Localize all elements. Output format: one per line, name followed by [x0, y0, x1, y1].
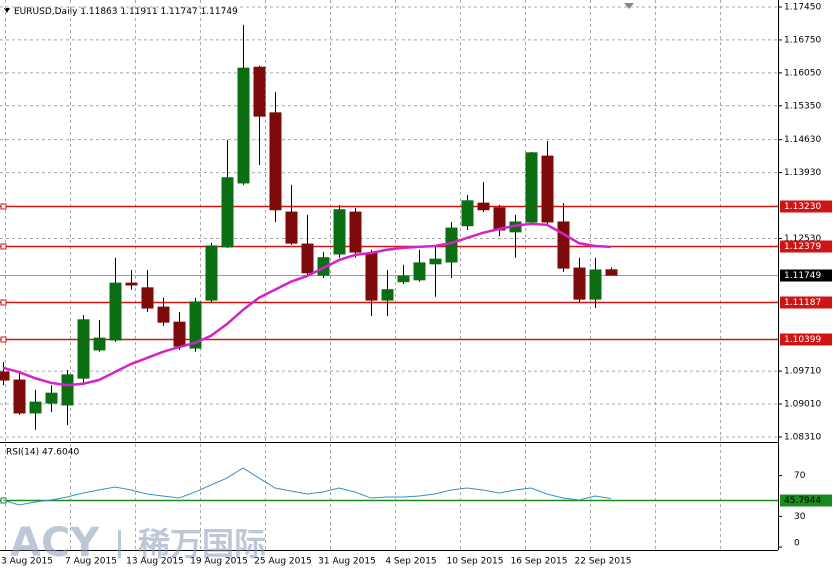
level-handle — [0, 336, 7, 343]
indicator-title: RSI(14) 47.6040 — [6, 448, 79, 458]
candle-body — [589, 269, 602, 300]
y-tick-label: 1.15350 — [784, 101, 821, 111]
y-tick-label: 1.16050 — [784, 68, 821, 78]
level-label-box — [780, 296, 832, 309]
level-handle — [0, 243, 7, 250]
candle-body — [61, 374, 74, 406]
level-label-box — [780, 240, 832, 253]
candle-body — [573, 267, 586, 300]
candle-body — [333, 209, 346, 255]
candle-body — [301, 243, 314, 274]
x-tick-label: 4 Sep 2015 — [385, 557, 436, 567]
candle-body — [493, 207, 506, 231]
y-tick-label: 1.14630 — [784, 135, 821, 145]
y-tick-label: 30 — [794, 512, 806, 522]
candle-body — [29, 401, 42, 414]
candle-body — [461, 200, 474, 227]
x-tick-label: 16 Sep 2015 — [510, 557, 567, 567]
x-tick-label: 3 Aug 2015 — [1, 557, 53, 567]
moving-average — [2, 222, 612, 387]
candle-body — [477, 202, 490, 211]
x-tick-label: 10 Sep 2015 — [446, 557, 503, 567]
candle-body — [189, 301, 202, 349]
watermark-divider — [118, 530, 121, 558]
candle-body — [77, 319, 90, 379]
low: 1.11747 — [160, 7, 197, 17]
candle-body — [445, 227, 458, 263]
level-label-box — [780, 200, 832, 213]
candle-body — [237, 67, 250, 184]
open: 1.11863 — [80, 7, 117, 17]
level-handle — [0, 203, 7, 210]
x-tick-label: 19 Aug 2015 — [190, 557, 248, 567]
candle-body — [157, 306, 170, 323]
current-price-box — [780, 269, 832, 282]
candle-body — [45, 392, 58, 404]
shift-marker — [624, 3, 634, 9]
x-tick-label: 13 Aug 2015 — [126, 557, 184, 567]
candle-body — [173, 321, 186, 347]
chart-header: EURUSD,Daily 1.11863 1.11911 1.11747 1.1… — [14, 7, 238, 17]
candle-body — [397, 275, 410, 283]
candle-body — [0, 371, 10, 381]
chart-title: EURUSD,Daily — [14, 7, 78, 17]
level-label-box — [780, 494, 832, 507]
rsi-line — [2, 467, 612, 506]
y-tick-label: 1.16750 — [784, 35, 821, 45]
x-tick-label: 22 Sep 2015 — [574, 557, 631, 567]
candle-body — [429, 258, 442, 265]
level-label: 1.10399 — [784, 335, 821, 345]
candle-body — [349, 211, 362, 253]
menu-arrow — [4, 8, 10, 13]
y-tick-label: 1.13930 — [784, 168, 821, 178]
x-tick-label: 31 Aug 2015 — [318, 557, 376, 567]
x-tick-label: 25 Aug 2015 — [254, 557, 312, 567]
y-tick-label: 70 — [794, 471, 806, 481]
y-tick-label: 1.12530 — [784, 234, 821, 244]
y-tick-label: 1.08310 — [784, 432, 821, 442]
candle-body — [365, 252, 378, 301]
candle-body — [205, 245, 218, 301]
candle-body — [413, 262, 426, 281]
level-label: 1.12379 — [784, 242, 821, 252]
level-label: 1.11187 — [784, 298, 821, 308]
level-label-box — [780, 333, 832, 346]
watermark-brand: ACY — [10, 520, 100, 566]
watermark: ACY 稀万国际 — [10, 520, 266, 566]
candle-body — [269, 112, 282, 211]
x-tick-label: 7 Aug 2015 — [65, 557, 117, 567]
candle-body — [253, 66, 266, 117]
high: 1.11911 — [120, 7, 157, 17]
candle-body — [557, 221, 570, 269]
candle-body — [285, 211, 298, 244]
watermark-name: 稀万国际 — [138, 525, 266, 563]
level-label: 1.13230 — [784, 202, 821, 212]
y-tick-label: 1.09710 — [784, 367, 821, 377]
close: 1.11749 — [201, 7, 238, 17]
y-tick-label: 1.17450 — [784, 3, 821, 13]
candle-body — [13, 379, 26, 414]
level-label: 45.7944 — [784, 496, 821, 506]
current-price-label: 1.11749 — [784, 271, 821, 281]
candle-body — [221, 177, 234, 248]
level-handle — [0, 299, 7, 306]
candle-body — [381, 289, 394, 301]
candle-body — [125, 282, 138, 286]
candle-body — [541, 155, 554, 223]
y-tick-label: 0 — [794, 539, 800, 549]
candle-body — [525, 152, 538, 223]
y-tick-label: 1.09010 — [784, 400, 821, 410]
candle-body — [109, 282, 122, 341]
candle-body — [605, 269, 618, 276]
candle-body — [93, 337, 106, 351]
candle-body — [141, 287, 154, 309]
